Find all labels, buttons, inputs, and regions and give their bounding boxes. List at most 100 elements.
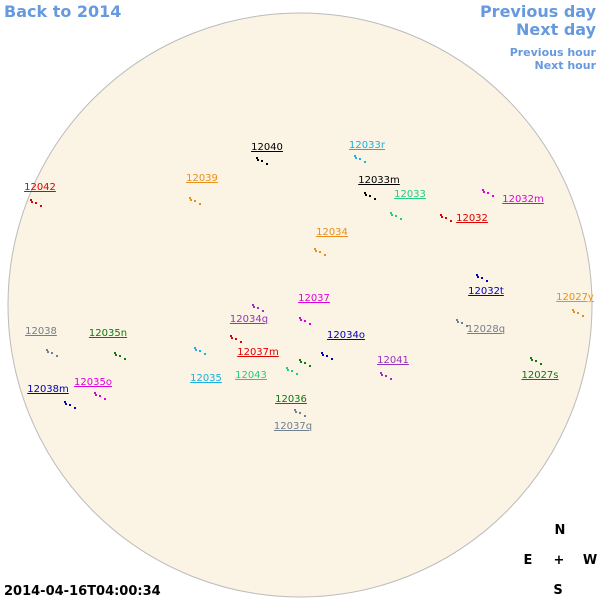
region-label[interactable]: 12033r — [349, 140, 386, 151]
next-hour-link[interactable]: Next hour — [535, 59, 597, 72]
region-label[interactable]: 12033m — [358, 175, 400, 186]
region-label[interactable]: 12042 — [24, 182, 56, 193]
sunspot — [199, 203, 201, 205]
region-label[interactable]: 12035 — [190, 373, 222, 384]
region-label[interactable]: 12035n — [89, 328, 127, 339]
sunspot — [114, 352, 116, 354]
sunspot — [355, 157, 357, 159]
sunspot — [253, 306, 255, 308]
sunspot — [47, 351, 49, 353]
sunspot — [540, 363, 542, 365]
sunspot — [104, 398, 106, 400]
region-label[interactable]: 12038m — [27, 384, 69, 395]
sunspot — [322, 354, 324, 356]
sunspot — [299, 359, 301, 361]
sunspot — [531, 359, 533, 361]
sunspot — [257, 159, 259, 161]
region-label[interactable]: 12032t — [468, 286, 504, 297]
sunspot — [261, 160, 263, 162]
sunspot — [326, 355, 328, 357]
region-label[interactable]: 12034o — [327, 330, 365, 341]
sunspot — [364, 192, 366, 194]
sunspot — [194, 347, 196, 349]
sunspot — [577, 312, 579, 314]
region-label[interactable]: 12043 — [235, 370, 267, 381]
sunspot — [324, 254, 326, 256]
region-label[interactable]: 12027s — [521, 370, 558, 381]
solar-disk — [7, 12, 593, 598]
compass-south: S — [553, 583, 562, 598]
region-label[interactable]: 12033 — [394, 189, 426, 200]
region-label[interactable]: 12034q — [230, 314, 268, 325]
previous-hour-link[interactable]: Previous hour — [510, 46, 597, 59]
sunspot — [190, 199, 192, 201]
compass-east: E — [524, 553, 533, 568]
sunspot — [194, 200, 196, 202]
sunspot — [69, 404, 71, 406]
sunspot — [390, 378, 392, 380]
sunspot — [65, 403, 67, 405]
sunspot — [286, 367, 288, 369]
sunspot — [321, 352, 323, 354]
region-label[interactable]: 12035o — [74, 377, 112, 388]
sunspot — [204, 353, 206, 355]
sunspot — [304, 362, 306, 364]
previous-day-link[interactable]: Previous day — [480, 2, 597, 21]
sunspot — [476, 274, 478, 276]
sunspot — [314, 248, 316, 250]
region-label[interactable]: 12032m — [502, 194, 544, 205]
sunspot — [46, 349, 48, 351]
sunspot — [481, 277, 483, 279]
sunspot — [530, 357, 532, 359]
sunspot — [482, 189, 484, 191]
back-link[interactable]: Back to 2014 — [4, 2, 121, 21]
sunspot — [256, 157, 258, 159]
sunspot — [450, 220, 452, 222]
next-day-link[interactable]: Next day — [516, 20, 597, 39]
sunspot — [309, 365, 311, 367]
sunspot — [380, 372, 382, 374]
region-label[interactable]: 12034 — [316, 227, 348, 238]
sunspot — [390, 212, 392, 214]
sunspot — [364, 161, 366, 163]
sunspot — [231, 337, 233, 339]
region-label[interactable]: 12028q — [467, 324, 505, 335]
sunspot — [466, 325, 468, 327]
sunspot — [400, 218, 402, 220]
sunspot — [31, 201, 33, 203]
sunspot — [195, 349, 197, 351]
sunspot — [573, 311, 575, 313]
sunspot — [40, 205, 42, 207]
sunspot — [374, 198, 376, 200]
region-label[interactable]: 12037m — [237, 347, 279, 358]
region-label[interactable]: 12039 — [186, 173, 218, 184]
sunspot — [199, 350, 201, 352]
region-label[interactable]: 12041 — [377, 355, 409, 366]
sunspot — [582, 315, 584, 317]
sunspot — [266, 163, 268, 165]
sunspot — [30, 199, 32, 201]
sunspot — [477, 276, 479, 278]
region-label[interactable]: 12037q — [274, 421, 312, 432]
sunspot — [315, 250, 317, 252]
sunspot — [35, 202, 37, 204]
region-label[interactable]: 12037 — [298, 293, 330, 304]
sunspot — [119, 355, 121, 357]
sunspot — [395, 215, 397, 217]
sunspot — [94, 392, 96, 394]
sunspot — [461, 322, 463, 324]
sunspot — [240, 341, 242, 343]
sunspot — [319, 251, 321, 253]
sunspot — [381, 374, 383, 376]
sunspot — [257, 307, 259, 309]
region-label[interactable]: 12040 — [251, 142, 283, 153]
region-label[interactable]: 12027y — [556, 292, 594, 303]
region-label[interactable]: 12036 — [275, 394, 307, 405]
sunspot — [535, 360, 537, 362]
region-label[interactable]: 12032 — [456, 213, 488, 224]
sunspot — [74, 407, 76, 409]
region-label[interactable]: 12038 — [25, 326, 57, 337]
sunspot — [486, 280, 488, 282]
sunspot — [359, 158, 361, 160]
